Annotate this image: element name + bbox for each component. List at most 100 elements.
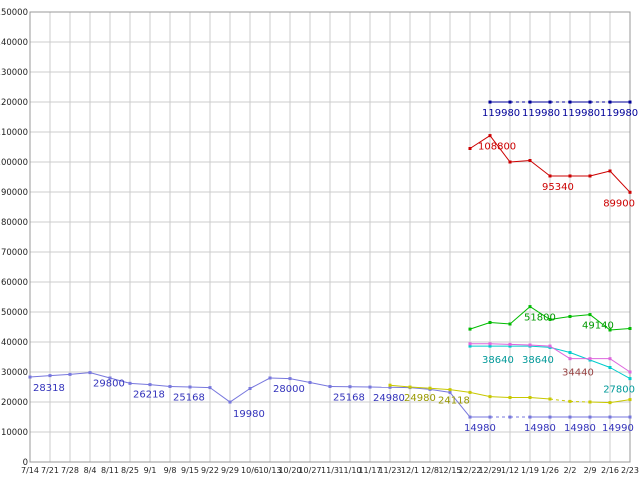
data-point-marker [609, 357, 612, 360]
data-label: 14980 [464, 423, 496, 434]
data-label: 108800 [478, 142, 516, 153]
data-point-marker [529, 396, 532, 399]
data-label: 24980 [373, 393, 405, 404]
x-axis-label: 2/16 [601, 466, 619, 475]
data-point-marker [389, 384, 392, 387]
data-point-marker [549, 398, 552, 401]
data-point-marker [569, 416, 572, 419]
data-point-marker [589, 313, 592, 316]
data-point-marker [449, 391, 452, 394]
y-axis-label: 50000 [1, 308, 28, 318]
series-segment [230, 389, 250, 403]
data-point-marker [569, 357, 572, 360]
data-point-marker [449, 388, 452, 391]
data-point-marker [489, 395, 492, 398]
series-segment [310, 383, 330, 387]
y-axis-label: 30000 [1, 368, 28, 378]
data-point-marker [469, 147, 472, 150]
data-point-marker [609, 170, 612, 173]
data-point-marker [609, 401, 612, 404]
data-label: 119980 [482, 108, 520, 119]
data-point-marker [149, 383, 152, 386]
data-point-marker [509, 396, 512, 399]
y-axis-label: 140000 [0, 38, 28, 48]
data-point-marker [329, 385, 332, 388]
x-axis-label: 7/28 [61, 466, 79, 475]
series-segment [50, 374, 70, 375]
series-segment [470, 392, 490, 396]
data-point-marker [629, 101, 632, 104]
series-segment [570, 315, 590, 317]
data-label: 24980 [404, 393, 436, 404]
data-label: 26218 [133, 389, 165, 400]
data-point-marker [209, 386, 212, 389]
series-segment [190, 387, 210, 388]
data-point-marker [309, 381, 312, 384]
data-label: 51800 [524, 313, 556, 324]
data-point-marker [489, 134, 492, 137]
data-point-marker [529, 159, 532, 162]
data-point-marker [549, 101, 552, 104]
data-point-marker [169, 385, 172, 388]
data-label: 119980 [522, 108, 560, 119]
x-axis-label: 7/21 [41, 466, 59, 475]
data-point-marker [249, 387, 252, 390]
data-point-marker [629, 416, 632, 419]
x-axis-label: 8/25 [121, 466, 139, 475]
data-point-marker [29, 376, 32, 379]
x-axis-label: 2/23 [621, 466, 639, 475]
data-point-marker [529, 305, 532, 308]
series-segment [450, 390, 470, 393]
data-point-marker [629, 377, 632, 380]
series-segment [530, 398, 550, 400]
y-axis-label: 110000 [0, 128, 28, 138]
y-axis-label: 120000 [0, 98, 28, 108]
data-point-marker [549, 345, 552, 348]
data-point-marker [609, 101, 612, 104]
data-point-marker [529, 101, 532, 104]
data-point-marker [569, 315, 572, 318]
x-axis-label: 1/26 [541, 466, 559, 475]
data-point-marker [489, 321, 492, 324]
data-point-marker [569, 351, 572, 354]
data-point-marker [89, 371, 92, 374]
data-point-marker [229, 401, 232, 404]
grid [30, 12, 630, 462]
x-axis-label: 7/14 [21, 466, 39, 475]
series-segment [130, 383, 150, 384]
data-point-marker [69, 373, 72, 376]
series-segment [250, 378, 270, 389]
series-segment [590, 171, 610, 176]
data-label: 95340 [542, 182, 574, 193]
data-point-marker [129, 382, 132, 385]
series-segment [390, 385, 410, 387]
y-axis-label: 100000 [0, 158, 28, 168]
series-segment [70, 373, 90, 375]
data-point-marker [489, 342, 492, 345]
x-axis-label: 12/8 [421, 466, 439, 475]
data-label: 34440 [562, 368, 594, 379]
data-point-marker [629, 191, 632, 194]
data-point-marker [429, 387, 432, 390]
series-segment [550, 399, 570, 401]
y-axis-label: 90000 [1, 188, 28, 198]
series-segment [150, 385, 170, 387]
series-segment [170, 386, 190, 387]
x-axis-label: 10/6 [241, 466, 259, 475]
data-point-marker [629, 398, 632, 401]
series-segment [530, 161, 550, 176]
axis-labels: 0100002000030000400005000060000700008000… [0, 8, 639, 475]
data-point-marker [569, 101, 572, 104]
data-point-marker [469, 328, 472, 331]
x-axis-label: 11/23 [378, 466, 401, 475]
data-point-marker [469, 342, 472, 345]
data-label: 89900 [603, 198, 635, 209]
data-point-marker [549, 174, 552, 177]
data-label: 27800 [603, 385, 635, 396]
x-axis-label: 9/15 [181, 466, 199, 475]
data-point-marker [489, 416, 492, 419]
data-point-marker [609, 416, 612, 419]
data-point-marker [549, 416, 552, 419]
series-segment [590, 360, 610, 368]
